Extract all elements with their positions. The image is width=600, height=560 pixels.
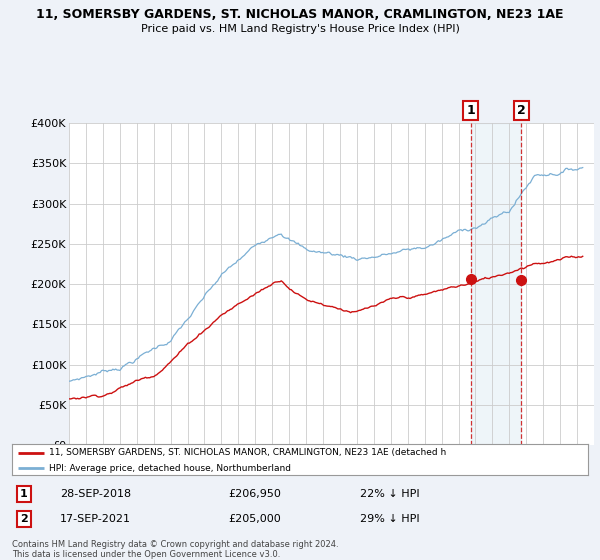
Text: 1: 1: [20, 489, 28, 499]
Text: 11, SOMERSBY GARDENS, ST. NICHOLAS MANOR, CRAMLINGTON, NE23 1AE (detached h: 11, SOMERSBY GARDENS, ST. NICHOLAS MANOR…: [49, 448, 446, 457]
Text: £206,950: £206,950: [228, 489, 281, 499]
Text: 22% ↓ HPI: 22% ↓ HPI: [360, 489, 419, 499]
Text: Price paid vs. HM Land Registry's House Price Index (HPI): Price paid vs. HM Land Registry's House …: [140, 24, 460, 34]
Text: 17-SEP-2021: 17-SEP-2021: [60, 514, 131, 524]
Text: £205,000: £205,000: [228, 514, 281, 524]
Text: 11, SOMERSBY GARDENS, ST. NICHOLAS MANOR, CRAMLINGTON, NE23 1AE: 11, SOMERSBY GARDENS, ST. NICHOLAS MANOR…: [36, 8, 564, 21]
Text: Contains HM Land Registry data © Crown copyright and database right 2024.
This d: Contains HM Land Registry data © Crown c…: [12, 540, 338, 559]
Text: 1: 1: [467, 104, 475, 117]
Text: 28-SEP-2018: 28-SEP-2018: [60, 489, 131, 499]
Bar: [471, 123, 521, 445]
Text: 29% ↓ HPI: 29% ↓ HPI: [360, 514, 419, 524]
Text: 2: 2: [517, 104, 526, 117]
Text: 2: 2: [20, 514, 28, 524]
Text: HPI: Average price, detached house, Northumberland: HPI: Average price, detached house, Nort…: [49, 464, 292, 473]
